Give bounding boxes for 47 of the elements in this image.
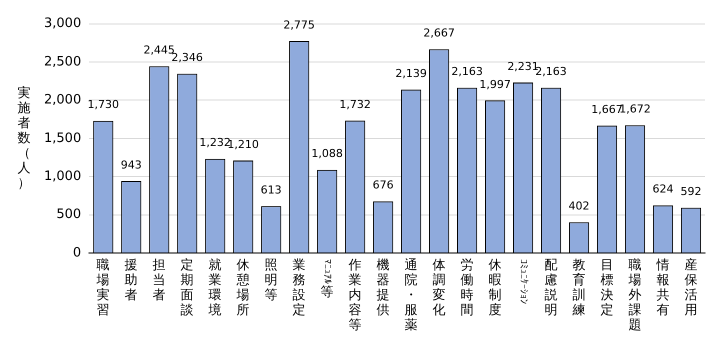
x-tick-label: 職場実習 bbox=[96, 258, 110, 318]
y-tick-label: 3,000 bbox=[44, 16, 82, 32]
x-tick-label: 担当者 bbox=[152, 258, 166, 303]
y-tick-label: 1,500 bbox=[44, 130, 82, 146]
data-label: 1,732 bbox=[339, 98, 371, 112]
data-label: 1,730 bbox=[87, 98, 119, 112]
x-tick-label: 通院・服薬 bbox=[404, 258, 418, 333]
x-tick-label: 産保活用 bbox=[684, 256, 698, 318]
x-tick-label: 定期面談 bbox=[180, 258, 194, 318]
data-label: 2,139 bbox=[395, 66, 427, 80]
x-tick-label: 目標決定 bbox=[600, 258, 614, 318]
data-label: 2,445 bbox=[143, 44, 175, 57]
data-label: 624 bbox=[652, 182, 674, 196]
x-tick-label: 休憩場所 bbox=[236, 258, 250, 318]
x-tick-label: 情報共有 bbox=[656, 258, 670, 318]
x-tick-label: ｺﾐｭﾆｹｰｼｮﾝ bbox=[517, 259, 528, 304]
data-label: 2,163 bbox=[535, 65, 567, 78]
data-label: 943 bbox=[120, 158, 142, 172]
data-label: 1,667 bbox=[591, 103, 623, 116]
data-label: 613 bbox=[260, 184, 282, 197]
y-tick-label: 1,000 bbox=[44, 168, 82, 184]
x-tick-label: 就業環境 bbox=[208, 258, 222, 318]
x-tick-label: 労働時間 bbox=[460, 258, 474, 318]
data-label: 402 bbox=[568, 200, 590, 213]
y-axis-title: 実施者数（人） bbox=[18, 84, 30, 191]
y-tick-label: 2,000 bbox=[44, 92, 82, 108]
x-tick-label: 休暇制度 bbox=[488, 258, 502, 318]
x-tick-label: ﾏﾆｭｱﾙ等 bbox=[320, 259, 334, 300]
y-tick-label: 500 bbox=[56, 207, 82, 222]
x-tick-label: 照明等 bbox=[264, 258, 278, 303]
data-label: 2,163 bbox=[451, 65, 483, 78]
x-tick-label: 業務設定 bbox=[292, 258, 306, 318]
y-tick-label: 2,500 bbox=[44, 54, 82, 70]
x-tick-label: 配慮説明 bbox=[544, 258, 558, 318]
data-label: 1,088 bbox=[311, 147, 343, 160]
x-tick-label: 職場外課題 bbox=[628, 258, 642, 333]
x-tick-label: 教育訓練 bbox=[572, 258, 586, 318]
x-tick-label: 援助者 bbox=[124, 258, 138, 303]
data-label: 2,775 bbox=[283, 18, 315, 32]
data-label: 1,997 bbox=[479, 78, 511, 91]
data-label: 2,667 bbox=[423, 26, 455, 40]
data-label: 676 bbox=[372, 178, 394, 192]
x-tick-label: 作業内容等 bbox=[348, 258, 362, 333]
data-label: 592 bbox=[680, 185, 702, 198]
y-tick-label: 0 bbox=[72, 245, 82, 260]
x-tick-label: 機器提供 bbox=[376, 258, 390, 318]
x-tick-label: 体調変化 bbox=[432, 258, 446, 318]
